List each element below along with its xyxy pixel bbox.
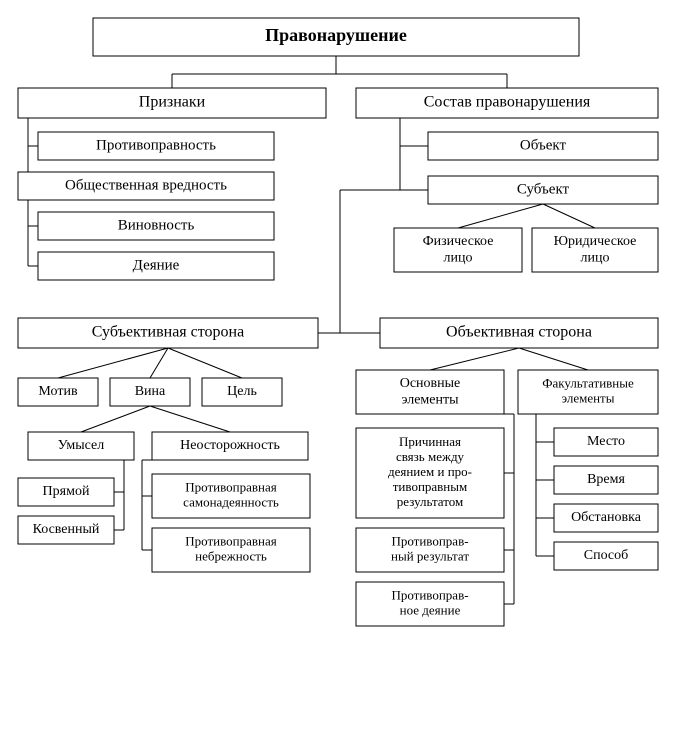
node-label: Косвенный xyxy=(33,522,100,537)
node-obvred: Общественная вредность xyxy=(18,172,274,200)
node-label: лицо xyxy=(444,250,473,265)
node-sposob: Способ xyxy=(554,542,658,570)
node-label: элементы xyxy=(401,392,459,407)
connector xyxy=(81,406,150,432)
connector xyxy=(519,348,588,370)
node-samonad: Противоправнаясамонадеянность xyxy=(152,474,310,518)
node-label: Противоправность xyxy=(96,137,216,153)
node-motiv: Мотив xyxy=(18,378,98,406)
node-label: Правонарушение xyxy=(265,25,407,45)
node-label: Причинная xyxy=(399,434,461,449)
node-label: результатом xyxy=(397,494,463,509)
node-label: Виновность xyxy=(118,217,195,233)
node-label: Прямой xyxy=(43,484,90,499)
diagram-canvas: Правонарушение Признаки Состав правонаруше… xyxy=(0,0,677,745)
node-label: связь между xyxy=(396,449,465,464)
boxes-layer: Правонарушение Признаки Состав правонаруше… xyxy=(18,18,658,626)
node-fakult: Факультативныеэлементы xyxy=(518,370,658,414)
node-objside: Объективная сторона xyxy=(380,318,658,348)
connector xyxy=(150,406,230,432)
node-label: Субъект xyxy=(517,181,570,197)
node-yurlico: Юридическоелицо xyxy=(532,228,658,272)
connector xyxy=(58,348,168,378)
node-label: деянием и про- xyxy=(388,464,472,479)
node-label: Противоправ- xyxy=(391,534,468,549)
node-label: Место xyxy=(587,434,625,449)
node-label: Признаки xyxy=(139,94,206,111)
node-osnovn: Основныеэлементы xyxy=(356,370,504,414)
node-label: Противоправ- xyxy=(391,588,468,603)
node-nebrezh: Противоправнаянебрежность xyxy=(152,528,310,572)
connector xyxy=(543,204,595,228)
node-label: Факультативные xyxy=(542,376,634,391)
node-fizlico: Физическоелицо xyxy=(394,228,522,272)
node-label: Умысел xyxy=(58,438,105,453)
node-obstan: Обстановка xyxy=(554,504,658,532)
node-label: Неосторожность xyxy=(180,438,280,453)
node-subjside: Субъективная сторона xyxy=(18,318,318,348)
connector xyxy=(458,204,543,228)
node-protdey: Противоправ-ное деяние xyxy=(356,582,504,626)
node-sostav: Состав правонарушения xyxy=(356,88,658,118)
node-label: Вина xyxy=(135,384,166,399)
node-label: Противоправная xyxy=(185,480,276,495)
node-label: Время xyxy=(587,472,625,487)
node-cel: Цель xyxy=(202,378,282,406)
node-label: небрежность xyxy=(195,548,267,563)
node-deyanie: Деяние xyxy=(38,252,274,280)
node-objekt: Объект xyxy=(428,132,658,160)
node-label: ный результат xyxy=(391,548,469,563)
node-protivo: Противоправность xyxy=(38,132,274,160)
node-label: Субъективная сторона xyxy=(92,324,244,341)
node-neostor: Неосторожность xyxy=(152,432,308,460)
node-root: Правонарушение xyxy=(93,18,579,56)
node-protres: Противоправ-ный результат xyxy=(356,528,504,572)
node-priznaki: Признаки xyxy=(18,88,326,118)
node-label: Основные xyxy=(400,376,461,391)
node-label: тивоправным xyxy=(393,479,467,494)
node-label: Состав правонарушения xyxy=(424,94,591,111)
node-label: Деяние xyxy=(133,257,180,273)
node-label: Юридическое xyxy=(554,234,637,249)
node-label: Цель xyxy=(227,384,257,399)
node-label: Способ xyxy=(584,548,629,563)
node-mesto: Место xyxy=(554,428,658,456)
node-kosven: Косвенный xyxy=(18,516,114,544)
node-label: лицо xyxy=(581,250,610,265)
node-pryamoi: Прямой xyxy=(18,478,114,506)
node-label: Общественная вредность xyxy=(65,177,227,193)
node-vremya: Время xyxy=(554,466,658,494)
connector xyxy=(168,348,242,378)
node-label: Обстановка xyxy=(571,510,642,525)
node-label: элементы xyxy=(562,390,615,405)
node-label: ное деяние xyxy=(400,602,461,617)
node-subjekt: Субъект xyxy=(428,176,658,204)
node-label: Объект xyxy=(520,137,567,153)
node-label: Объективная сторона xyxy=(446,324,592,341)
node-prichsv: Причиннаясвязь междудеянием и про-тивопр… xyxy=(356,428,504,518)
connector xyxy=(430,348,519,370)
node-label: Противоправная xyxy=(185,534,276,549)
node-vina: Вина xyxy=(110,378,190,406)
node-umysel: Умысел xyxy=(28,432,134,460)
node-label: Мотив xyxy=(38,384,78,399)
node-label: Физическое xyxy=(423,234,494,249)
node-label: самонадеянность xyxy=(183,494,279,509)
node-vinovn: Виновность xyxy=(38,212,274,240)
